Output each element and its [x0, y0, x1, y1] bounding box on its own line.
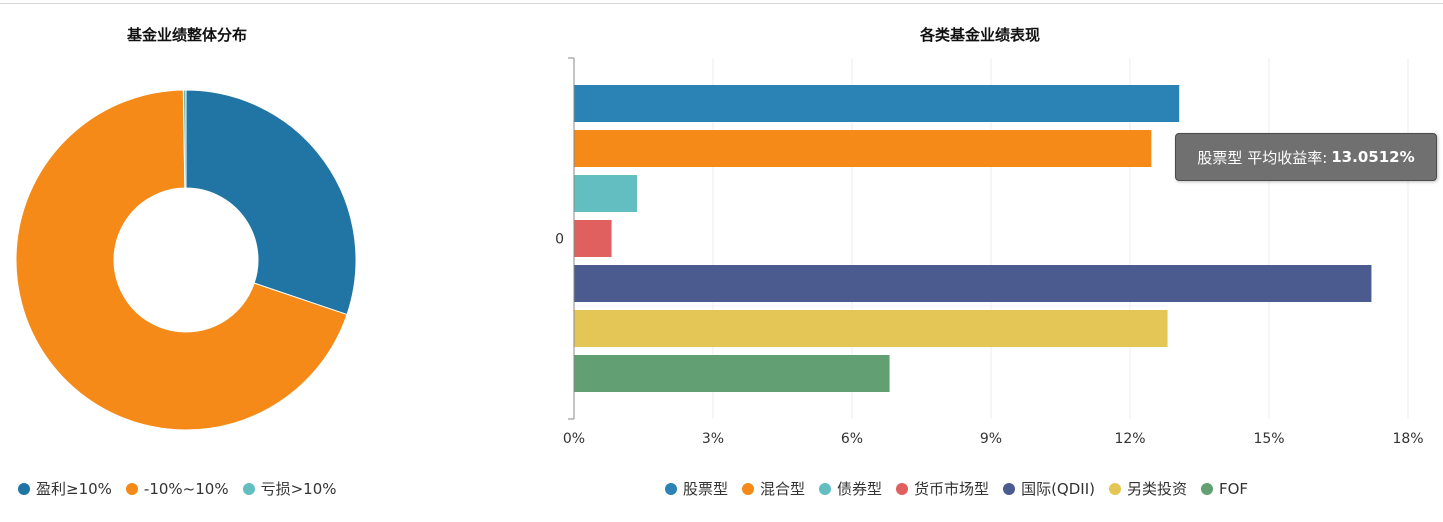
bar-0[interactable]	[574, 85, 1180, 122]
legend-label: 盈利≥10%	[36, 480, 112, 498]
bar-tooltip: 股票型 平均收益率: 13.0512%	[1175, 133, 1437, 181]
x-tick-label: 18%	[1392, 431, 1423, 447]
x-tick-label: 3%	[702, 431, 724, 447]
pie-slice-2[interactable]	[182, 89, 187, 189]
bar-4[interactable]	[574, 265, 1372, 302]
top-divider	[0, 3, 1443, 4]
pie-slice-0[interactable]	[185, 89, 357, 316]
x-tick-label: 15%	[1253, 431, 1284, 447]
legend-dot-icon	[665, 482, 677, 495]
legend-label: 债券型	[837, 480, 883, 498]
legend-item-qdii[interactable]: 国际(QDII)	[1003, 478, 1095, 499]
legend-label: 股票型	[683, 480, 729, 498]
legend-label: FOF	[1219, 479, 1249, 498]
legend-item-money-market[interactable]: 货币市场型	[896, 478, 989, 499]
legend-label: 另类投资	[1126, 480, 1187, 498]
bar-chart-title: 各类基金业绩表现	[919, 26, 1040, 44]
legend-item-bond[interactable]: 债券型	[819, 478, 882, 499]
legend-item-fof[interactable]: FOF	[1201, 480, 1248, 498]
bar-6[interactable]	[574, 355, 890, 392]
pie-legend: 盈利≥10% -10%~10% 亏损>10%	[18, 478, 337, 499]
pie-chart-title: 基金业绩整体分布	[126, 26, 247, 44]
legend-dot-icon	[1201, 482, 1213, 495]
legend-item-flat[interactable]: -10%~10%	[125, 479, 229, 498]
legend-dot-icon	[819, 482, 832, 495]
tooltip-series-name: 股票型	[1197, 148, 1243, 167]
legend-item-loss[interactable]: 亏损>10%	[242, 478, 337, 499]
legend-item-profit[interactable]: 盈利≥10%	[18, 478, 112, 499]
bar-3[interactable]	[574, 220, 612, 257]
bar-legend: 股票型 混合型 债券型 货币市场型 国际(QDII) 另类投资 FOF	[665, 478, 1248, 499]
tooltip-value: 13.0512%	[1331, 148, 1415, 166]
x-tick-label: 12%	[1114, 431, 1145, 447]
legend-dot-icon	[742, 482, 755, 495]
legend-item-hybrid[interactable]: 混合型	[742, 478, 805, 499]
x-tick-label: 9%	[980, 431, 1002, 447]
legend-label: 混合型	[760, 480, 806, 498]
legend-dot-icon	[896, 482, 909, 495]
tooltip-label: 平均收益率:	[1247, 148, 1328, 167]
donut-chart	[15, 89, 357, 431]
legend-item-alternative[interactable]: 另类投资	[1108, 478, 1187, 499]
bar-chart: 0 0% 3% 6% 9% 12% 15% 18%	[555, 57, 1424, 447]
bar-1[interactable]	[574, 130, 1152, 167]
legend-dot-icon	[125, 482, 138, 495]
legend-label: 国际(QDII)	[1021, 480, 1095, 498]
legend-label: 亏损>10%	[260, 480, 337, 498]
legend-dot-icon	[1003, 482, 1016, 495]
legend-dot-icon	[18, 482, 30, 495]
y-tick-label: 0	[555, 232, 564, 248]
x-tick-label: 6%	[841, 431, 863, 447]
legend-dot-icon	[1108, 482, 1121, 495]
legend-label: 货币市场型	[914, 480, 990, 498]
x-tick-label: 0%	[563, 431, 585, 447]
legend-item-stock[interactable]: 股票型	[665, 478, 728, 499]
legend-dot-icon	[242, 482, 255, 495]
bar-2[interactable]	[574, 175, 638, 212]
bar-5[interactable]	[574, 310, 1168, 347]
legend-label: -10%~10%	[143, 479, 229, 498]
pie-slice-1[interactable]	[15, 89, 348, 431]
